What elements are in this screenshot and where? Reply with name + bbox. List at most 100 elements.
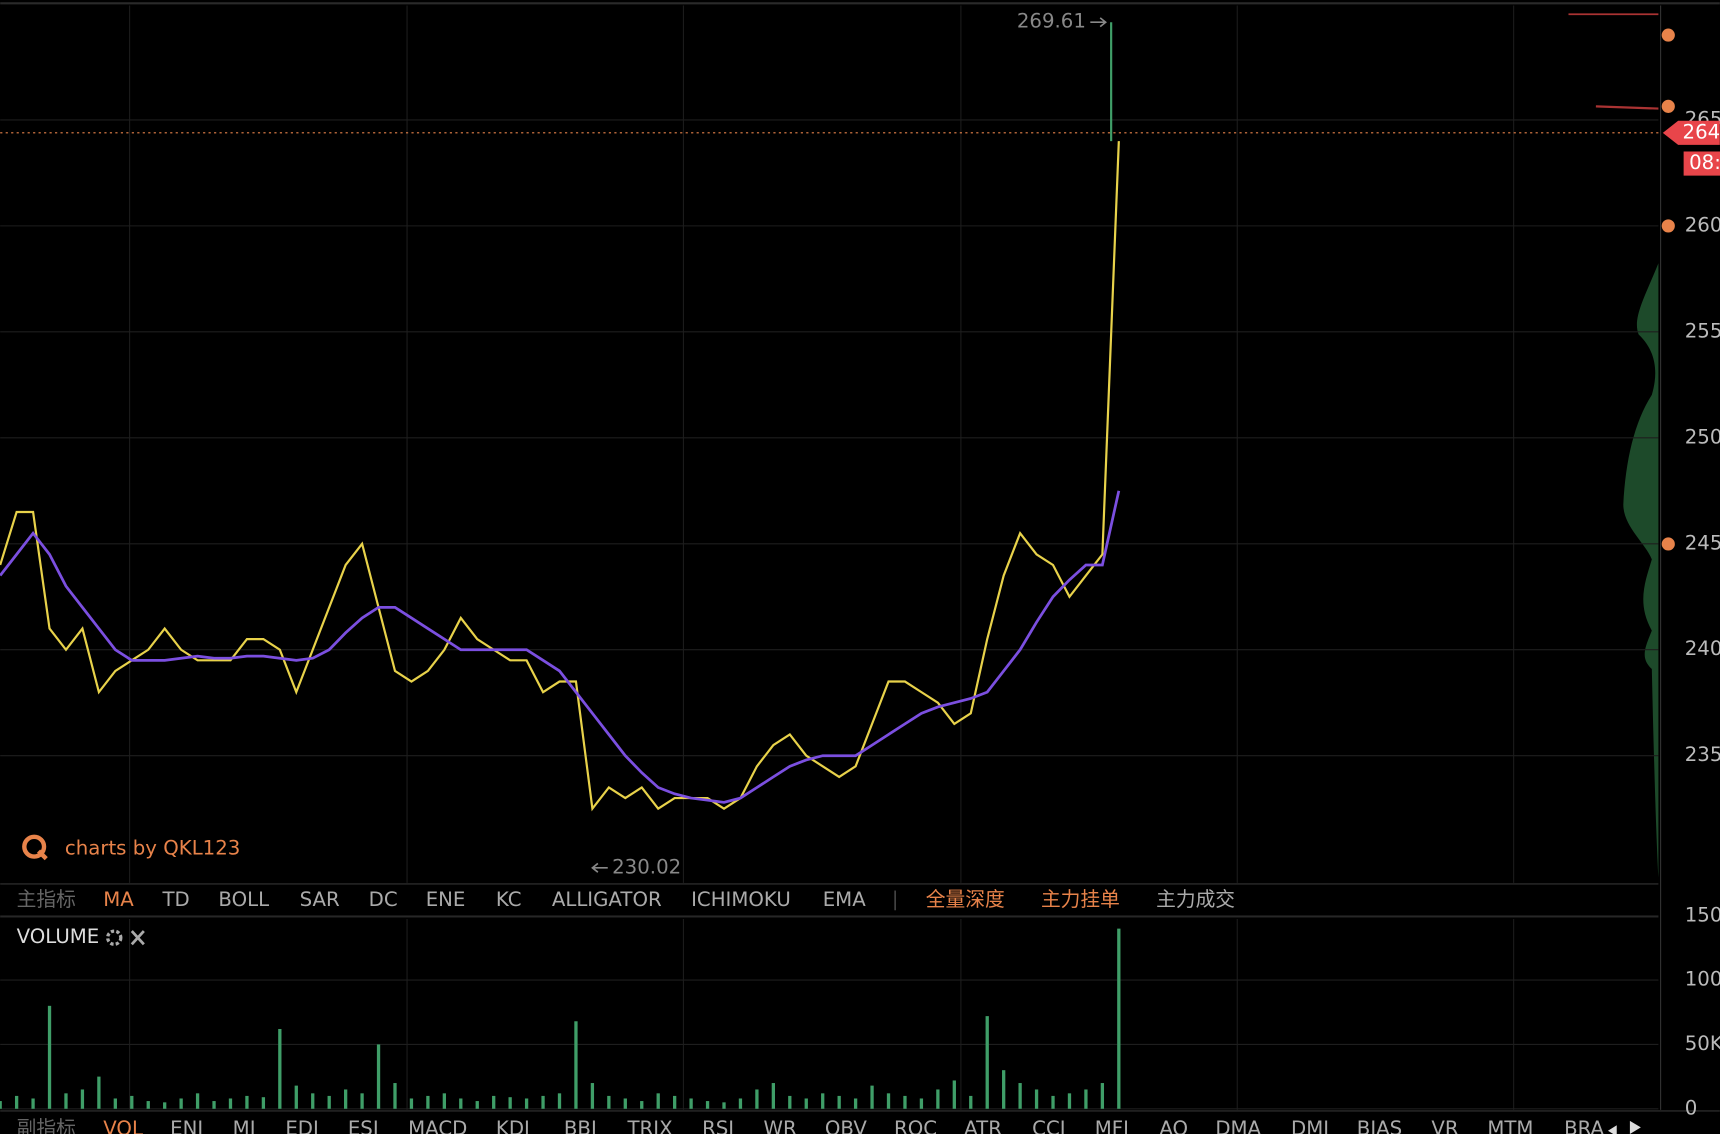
price-line bbox=[0, 490, 1121, 804]
y-tick-label: 245 bbox=[1685, 531, 1720, 554]
sub-indicator[interactable]: EDI bbox=[285, 1117, 319, 1134]
sub-indicator[interactable]: ROC bbox=[894, 1117, 937, 1134]
volume-bar bbox=[936, 1089, 940, 1109]
volume-bar bbox=[163, 1102, 167, 1109]
sub-indicator[interactable]: MACD bbox=[408, 1117, 467, 1134]
volume-bar bbox=[1067, 1093, 1072, 1109]
sub-indicator[interactable]: ESI bbox=[348, 1117, 379, 1134]
main-indicator[interactable]: TD bbox=[161, 888, 189, 911]
volume-bar bbox=[409, 1098, 414, 1109]
current-price-label: 264 bbox=[1683, 120, 1720, 143]
sub-indicator[interactable]: BRA bbox=[1564, 1117, 1604, 1134]
sub-indicator[interactable]: ENI bbox=[170, 1117, 203, 1134]
depth-option[interactable]: 主力挂单 bbox=[1041, 888, 1120, 911]
depth-marker bbox=[1661, 537, 1675, 551]
volume-bar bbox=[837, 1095, 841, 1109]
sub-indicator[interactable]: BIAS bbox=[1357, 1117, 1402, 1134]
volume-bar bbox=[179, 1098, 183, 1109]
volume-bar bbox=[508, 1097, 512, 1109]
volume-bar bbox=[541, 1095, 545, 1109]
sub-indicator[interactable]: CCI bbox=[1032, 1117, 1065, 1134]
volume-bar bbox=[1034, 1089, 1039, 1109]
y-tick-label: 240 bbox=[1685, 637, 1720, 660]
sub-indicator[interactable]: TRIX bbox=[626, 1117, 672, 1134]
volume-bar bbox=[475, 1101, 479, 1109]
sub-indicator[interactable]: BBI bbox=[564, 1117, 597, 1134]
sub-indicator[interactable]: VOL bbox=[103, 1117, 143, 1134]
price-line bbox=[0, 141, 1120, 812]
volume-bar bbox=[1084, 1089, 1088, 1109]
sub-indicator[interactable]: MI bbox=[233, 1117, 256, 1134]
sub-indicator[interactable]: ATR bbox=[964, 1117, 1002, 1134]
sub-indicator[interactable]: MTM bbox=[1487, 1117, 1533, 1134]
volume-bar bbox=[771, 1083, 776, 1109]
volume-bar bbox=[195, 1093, 200, 1109]
main-indicator[interactable]: EMA bbox=[823, 888, 866, 911]
main-indicator[interactable]: MA bbox=[103, 888, 134, 911]
sub-indicator[interactable]: OBV bbox=[825, 1117, 867, 1134]
volume-bar bbox=[146, 1101, 150, 1109]
main-indicator[interactable]: ICHIMOKU bbox=[691, 888, 791, 911]
volume-bar bbox=[574, 1021, 578, 1109]
close-icon[interactable] bbox=[130, 930, 145, 946]
y-tick-label: 100K bbox=[1685, 968, 1720, 991]
sub-indicator[interactable]: VR bbox=[1431, 1117, 1458, 1134]
depth-option[interactable]: 主力成交 bbox=[1156, 888, 1235, 911]
settings-icon[interactable] bbox=[106, 929, 123, 946]
volume-bar bbox=[738, 1098, 743, 1109]
sub-indicator[interactable]: DMI bbox=[1291, 1117, 1329, 1134]
volume-bar bbox=[426, 1095, 430, 1109]
sub-indicator[interactable]: DMA bbox=[1215, 1117, 1261, 1134]
main-indicator[interactable]: BOLL bbox=[218, 888, 269, 911]
volume-bar bbox=[722, 1102, 726, 1109]
main-indicator[interactable]: DC bbox=[369, 888, 398, 911]
main-indicator[interactable]: ENE bbox=[426, 888, 466, 911]
high-label: 269.61 bbox=[1017, 10, 1086, 33]
logo-tail bbox=[37, 849, 48, 861]
sub-indicator[interactable]: MFI bbox=[1095, 1117, 1129, 1134]
volume-bar bbox=[0, 1101, 2, 1109]
volume-bar bbox=[343, 1089, 348, 1109]
sub-indicator[interactable]: KDJ bbox=[496, 1117, 530, 1134]
volume-bar bbox=[64, 1093, 68, 1109]
volume-bar bbox=[245, 1095, 249, 1109]
volume-bar bbox=[607, 1095, 611, 1109]
close-x[interactable] bbox=[130, 930, 145, 946]
watermark: charts by QKL123 bbox=[65, 836, 240, 859]
y-tick-label: 150K bbox=[1685, 903, 1720, 926]
depth-marker bbox=[1661, 219, 1675, 233]
y-tick-label: 260 bbox=[1685, 213, 1720, 236]
volume-bar bbox=[393, 1083, 397, 1109]
volume-title: VOLUME bbox=[17, 925, 100, 948]
volume-bar bbox=[261, 1097, 266, 1109]
volume-bar bbox=[14, 1095, 19, 1109]
time-label: 08: bbox=[1689, 151, 1720, 174]
depth-tick bbox=[1595, 105, 1659, 110]
depth-option[interactable]: 全量深度 bbox=[926, 888, 1005, 911]
volume-bar bbox=[376, 1044, 381, 1109]
volume-bar bbox=[212, 1101, 216, 1109]
sub-indicator[interactable]: RSI bbox=[702, 1117, 734, 1134]
volume-bar bbox=[804, 1098, 808, 1109]
volume-bar bbox=[673, 1095, 677, 1109]
volume-bar bbox=[640, 1101, 644, 1109]
volume-bar bbox=[821, 1093, 825, 1109]
gear[interactable] bbox=[106, 929, 123, 946]
volume-bar bbox=[97, 1076, 101, 1109]
main-indicator[interactable]: ALLIGATOR bbox=[552, 888, 662, 911]
main-indicator[interactable]: KC bbox=[496, 888, 522, 911]
volume-bar bbox=[278, 1028, 282, 1109]
volume-bar bbox=[492, 1095, 496, 1109]
sub-indicator[interactable]: WR bbox=[763, 1117, 797, 1134]
main-indicator[interactable]: SAR bbox=[300, 888, 340, 911]
volume-bar bbox=[656, 1093, 660, 1109]
y-tick-label: 50K bbox=[1685, 1032, 1720, 1055]
sub-indicator[interactable]: AO bbox=[1159, 1117, 1188, 1134]
volume-bar bbox=[327, 1095, 331, 1109]
volume-bar bbox=[360, 1093, 364, 1109]
scroll-arrows[interactable] bbox=[1607, 1120, 1641, 1134]
volume-bar bbox=[870, 1085, 874, 1109]
volume-bar bbox=[952, 1080, 956, 1109]
